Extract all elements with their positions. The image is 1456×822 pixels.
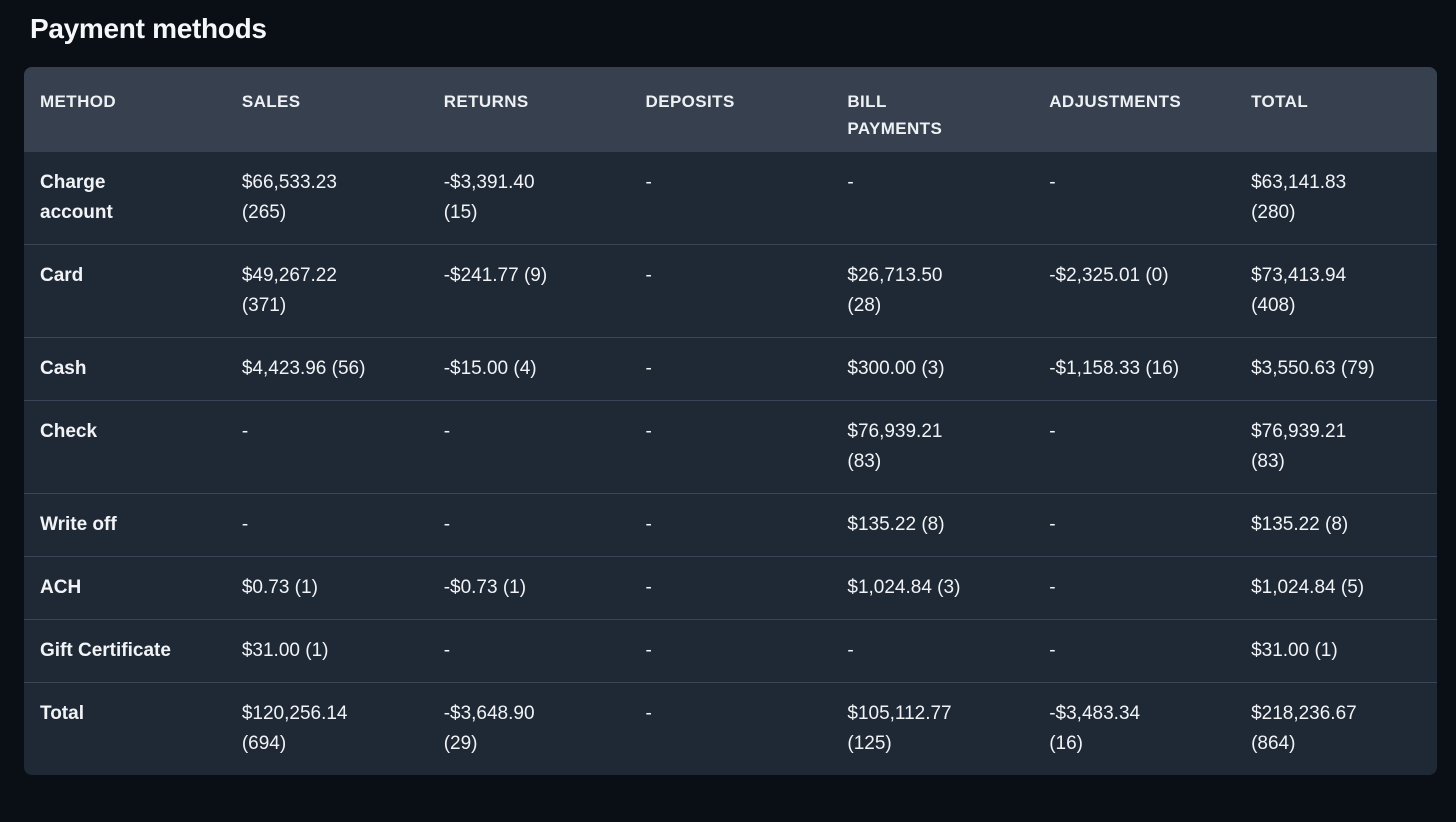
cell-deposits: - [629, 619, 832, 683]
cell-deposits: - [645, 172, 652, 193]
cell-bill-payments: $26,713.50 (28) [831, 244, 1034, 338]
cell-deposits: - [629, 493, 832, 557]
payment-methods-card: METHOD SALES RETURNS DEPOSITS BILL PAYMENTS A… [24, 67, 1437, 775]
page-title: Payment methods [30, 13, 267, 44]
cell-total: $3,550.63 (79) [1235, 337, 1437, 401]
cell-adjustments: - [1033, 556, 1236, 620]
table-header-row: METHOD SALES RETURNS DEPOSITS BILL PAYMENTS A… [24, 67, 1437, 152]
cell-method: Card [24, 244, 226, 338]
cell-returns: -$241.77 (9) [427, 244, 630, 338]
cell-total: $1,024.84 (5) [1235, 556, 1437, 620]
table-body: Charge account $66,533.23 (265) -$3,391.40… [24, 152, 1437, 775]
cell-bill-payments: $105,112.77 (125) [831, 682, 1034, 775]
table-row: Cash $4,423.96 (56) -$15.00 (4) - $300.00 (3… [24, 337, 1437, 401]
column-header-bill-payments: BILL PAYMENTS [831, 67, 1034, 152]
cell-sales: $66,533.23 (265) [241, 172, 337, 223]
cell-returns: - [427, 619, 630, 683]
column-header-sales: SALES [225, 67, 428, 152]
table-header: METHOD SALES RETURNS DEPOSITS BILL PAYMENTS A… [24, 67, 1437, 152]
cell-method: Total [24, 682, 226, 775]
table-row: ACH $0.73 (1) -$0.73 (1) - $1,024.84 (3) - $1,… [24, 556, 1437, 620]
cell-sales: $4,423.96 (56) [225, 337, 428, 401]
cell-sales: $49,267.22 (371) [225, 244, 428, 338]
cell-method: Write off [24, 493, 226, 557]
cell-method: Cash [24, 337, 226, 401]
cell-sales: $120,256.14 (694) [225, 682, 428, 775]
cell-returns: -$0.73 (1) [427, 556, 630, 620]
cell-total: $76,939.21 (83) [1235, 400, 1437, 494]
cell-adjustments: -$1,158.33 (16) [1033, 337, 1236, 401]
table-row: Total $120,256.14 (694) -$3,648.90 (29) - $1… [24, 682, 1437, 775]
payment-methods-table: METHOD SALES RETURNS DEPOSITS BILL PAYMENTS A… [24, 67, 1437, 775]
table-row: Write off - - - $135.22 (8) - $135.22 (8) [24, 493, 1437, 557]
cell-adjustments: - [1033, 400, 1236, 494]
column-header-returns: RETURNS [427, 67, 630, 152]
cell-returns: -$15.00 (4) [427, 337, 630, 401]
cell-adjustments: -$2,325.01 (0) [1033, 244, 1236, 338]
cell-sales: $31.00 (1) [225, 619, 428, 683]
cell-adjustments: - [1049, 172, 1056, 193]
cell-bill-payments: $1,024.84 (3) [831, 556, 1034, 620]
cell-deposits: - [629, 556, 832, 620]
cell-deposits: - [629, 337, 832, 401]
column-header-adjustments: ADJUSTMENTS [1033, 67, 1236, 152]
cell-returns: - [427, 493, 630, 557]
cell-deposits: - [629, 244, 832, 338]
cell-adjustments: -$3,483.34 (16) [1033, 682, 1236, 775]
column-header-deposits: DEPOSITS [629, 67, 832, 152]
table-row: Check - - - $76,939.21 (83) - $76,939.21 (83) [24, 400, 1437, 494]
cell-returns: - [427, 400, 630, 494]
cell-returns: -$3,391.40 (15) [443, 172, 535, 223]
cell-total: $218,236.67 (864) [1235, 682, 1437, 775]
cell-total: $31.00 (1) [1235, 619, 1437, 683]
cell-sales: - [225, 493, 428, 557]
column-header-total: TOTAL [1235, 67, 1437, 152]
cell-method: Gift Certificate [24, 619, 226, 683]
cell-method: Check [24, 400, 226, 494]
cell-adjustments: - [1033, 493, 1236, 557]
cell-bill-payments: - [847, 172, 854, 193]
cell-bill-payments: - [831, 619, 1034, 683]
cell-deposits: - [629, 682, 832, 775]
cell-total: $63,141.83 (280) [1251, 172, 1347, 223]
cell-sales: - [225, 400, 428, 494]
cell-method: ACH [24, 556, 226, 620]
cell-bill-payments: $76,939.21 (83) [831, 400, 1034, 494]
column-header-method: METHOD [24, 67, 226, 152]
cell-total: $135.22 (8) [1235, 493, 1437, 557]
table-row: Card $49,267.22 (371) -$241.77 (9) - $26,713… [24, 244, 1437, 338]
cell-returns: -$3,648.90 (29) [427, 682, 630, 775]
cell-sales: $0.73 (1) [225, 556, 428, 620]
cell-adjustments: - [1033, 619, 1236, 683]
cell-total: $73,413.94 (408) [1235, 244, 1437, 338]
table-row: Charge account $66,533.23 (265) -$3,391.40… [24, 152, 1437, 245]
table-row: Gift Certificate $31.00 (1) - - - - $31.00 (1) [24, 619, 1437, 683]
cell-method: Charge account [40, 172, 113, 223]
cell-bill-payments: $300.00 (3) [831, 337, 1034, 401]
cell-deposits: - [629, 400, 832, 494]
cell-bill-payments: $135.22 (8) [831, 493, 1034, 557]
